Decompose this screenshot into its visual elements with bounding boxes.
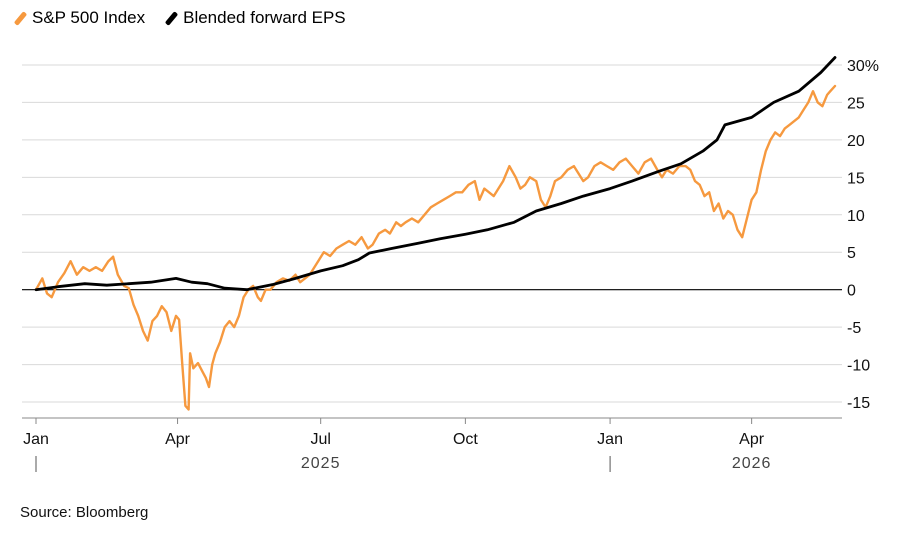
series-line-forward-eps <box>34 56 837 292</box>
y-tick-label-7: -5 <box>847 320 861 337</box>
y-tick-label-6: 0 <box>847 283 856 300</box>
line-chart: 30% 25 20 15 10 5 0 -5 -10 -15 Jan Apr Jul Oct Jan Apr 2… <box>22 56 879 472</box>
year-label-1: 2026 <box>732 455 772 472</box>
legend-item-forward-eps: Blended forward EPS <box>164 8 346 28</box>
x-tick-label-1: Apr <box>165 431 191 448</box>
x-tick-label-3: Oct <box>453 431 478 448</box>
y-tick-label-3: 15 <box>847 170 865 187</box>
source-note: Source: Bloomberg <box>20 504 149 521</box>
legend-item-sp500: S&P 500 Index <box>13 8 146 28</box>
y-tick-label-1: 25 <box>847 95 865 112</box>
x-tick-label-5: Apr <box>739 431 765 448</box>
legend-label-sp500: S&P 500 Index <box>32 8 146 27</box>
y-tick-label-4: 10 <box>847 208 865 225</box>
y-tick-label-8: -10 <box>847 358 870 375</box>
y-tick-label-9: -15 <box>847 395 870 412</box>
series-line-sp500 <box>34 84 837 411</box>
y-tick-label-0: 30% <box>847 58 879 75</box>
y-tick-label-5: 5 <box>847 245 856 262</box>
legend-label-forward-eps: Blended forward EPS <box>183 8 346 27</box>
x-tick-label-2: Jul <box>310 431 330 448</box>
chart-legend: S&P 500 Index Blended forward EPS <box>13 6 370 30</box>
y-tick-label-2: 20 <box>847 133 865 150</box>
x-tick-label-0: Jan <box>23 431 49 448</box>
x-tick-label-4: Jan <box>597 431 623 448</box>
year-label-0: 2025 <box>301 455 341 472</box>
